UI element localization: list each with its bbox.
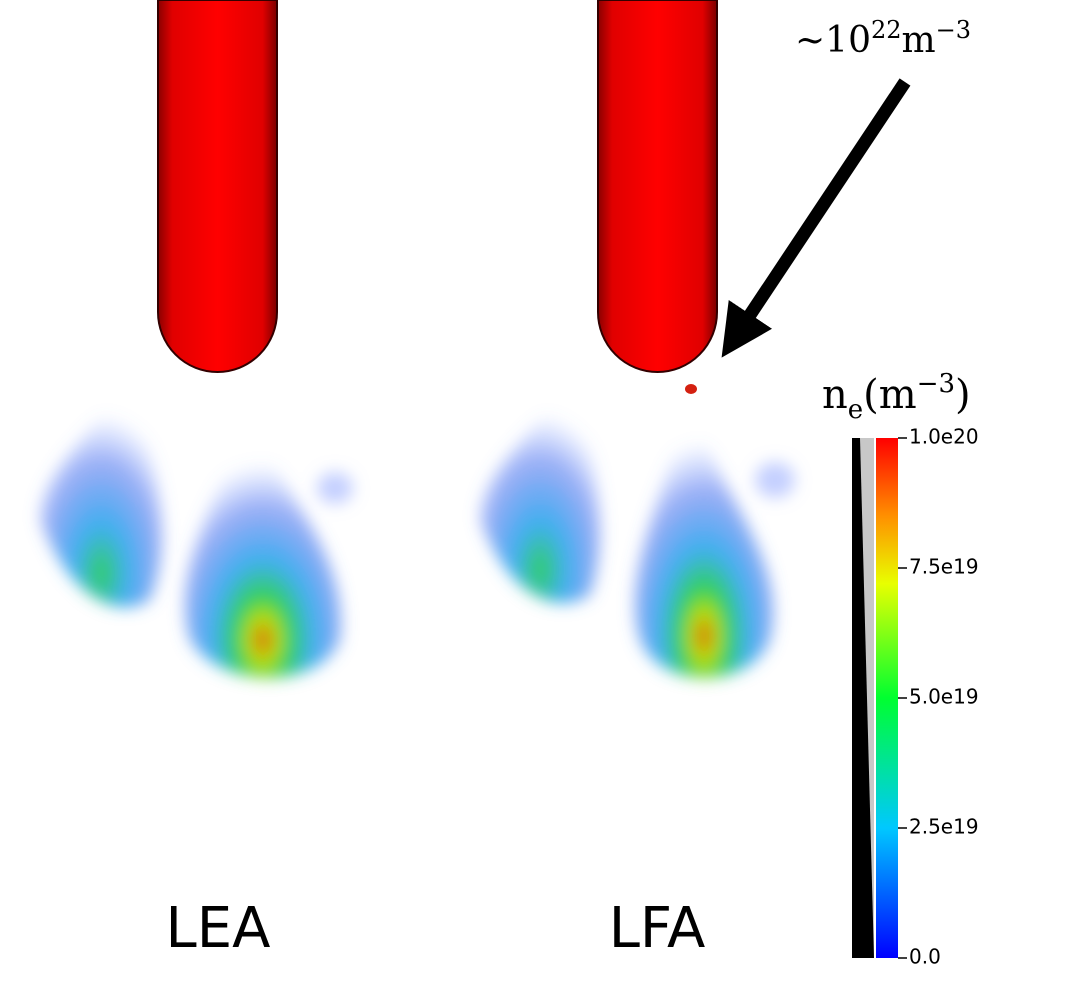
panel-label: LEA — [166, 896, 271, 961]
tick-label: 5.0e19 — [909, 685, 979, 709]
plasma-lfa — [480, 380, 795, 678]
panel-label: LFA — [609, 896, 706, 961]
dense-spot — [685, 384, 697, 394]
tick-label: 0.0 — [909, 945, 941, 969]
plasma-lea — [40, 380, 353, 678]
tick-label: 2.5e19 — [909, 815, 979, 839]
annotation: ~1022m−3 — [795, 16, 971, 61]
arrow — [721, 78, 911, 358]
electrode — [597, 0, 718, 373]
colorbar — [876, 438, 898, 958]
opacity-ramp — [852, 438, 874, 958]
colorbar-title: ne(m−3) — [822, 369, 971, 425]
tick-label: 7.5e19 — [909, 555, 979, 579]
electrode — [157, 0, 278, 373]
tick-label: 1.0e20 — [909, 425, 979, 449]
